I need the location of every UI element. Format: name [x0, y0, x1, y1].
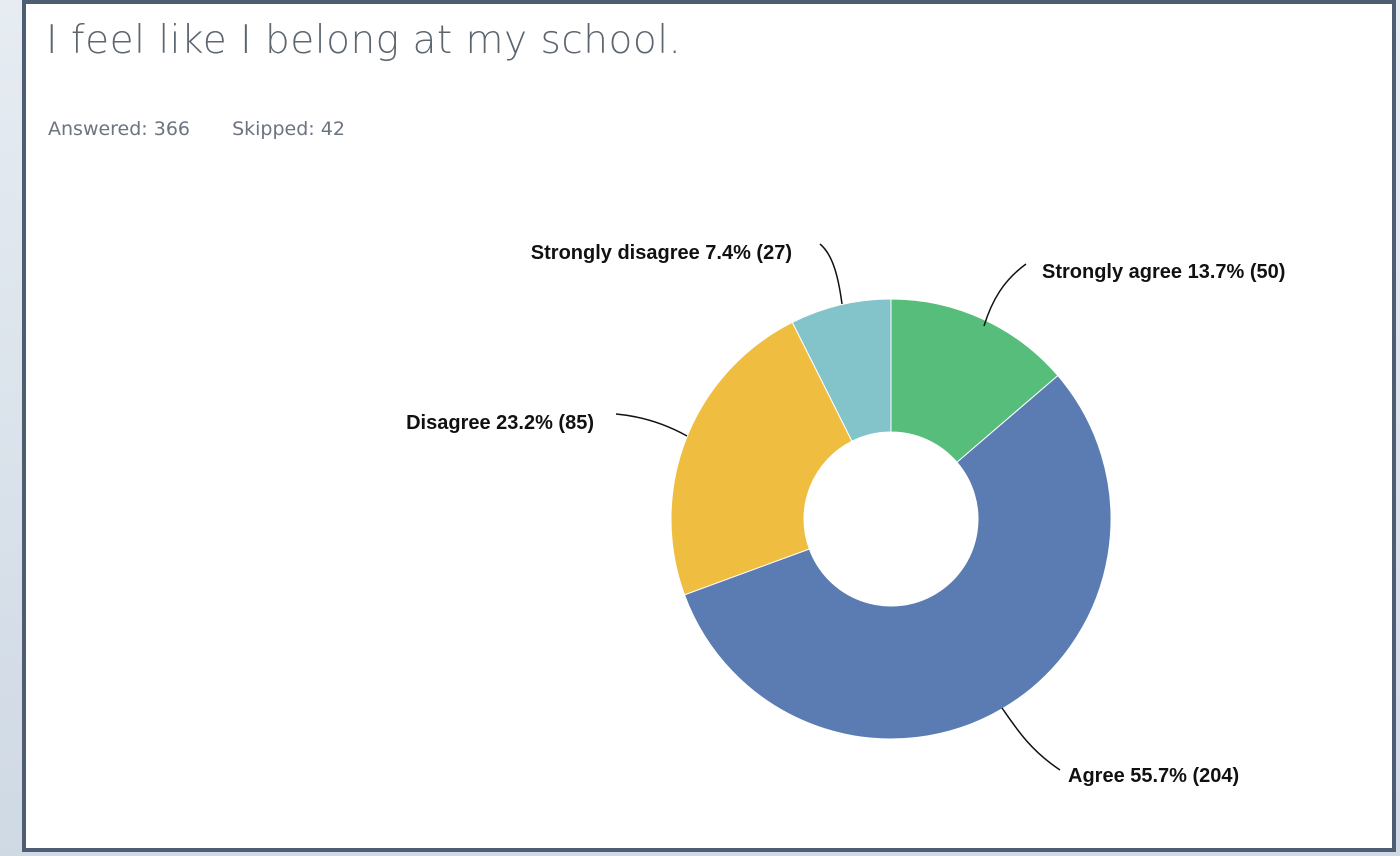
leader-line-strongly-disagree — [819, 243, 843, 305]
question-card: I feel like I belong at my school. Answe… — [22, 0, 1396, 852]
slice-strongly-disagree[interactable] — [791, 298, 892, 442]
answered-count: Answered: 366 — [48, 118, 191, 140]
leader-line-disagree — [615, 413, 688, 437]
slice-agree[interactable] — [683, 374, 1112, 740]
donut-chart: Strongly agree 13.7% (50) Agree 55.7% (20… — [406, 242, 1285, 787]
label-strongly-disagree: Strongly disagree 7.4% (27) — [531, 242, 792, 264]
label-strongly-agree: Strongly agree 13.7% (50) — [1042, 261, 1285, 283]
slice-disagree[interactable] — [670, 321, 853, 596]
skipped-count: Skipped: 42 — [232, 118, 345, 140]
question-title: I feel like I belong at my school. — [46, 18, 682, 63]
label-agree: Agree 55.7% (204) — [1068, 765, 1239, 787]
response-stats: Answered: 366 Skipped: 42 — [48, 118, 345, 140]
leader-line-agree — [1001, 707, 1061, 771]
slice-strongly-agree[interactable] — [890, 298, 1059, 463]
leader-line-strongly-agree — [983, 263, 1027, 327]
label-disagree: Disagree 23.2% (85) — [406, 412, 594, 434]
